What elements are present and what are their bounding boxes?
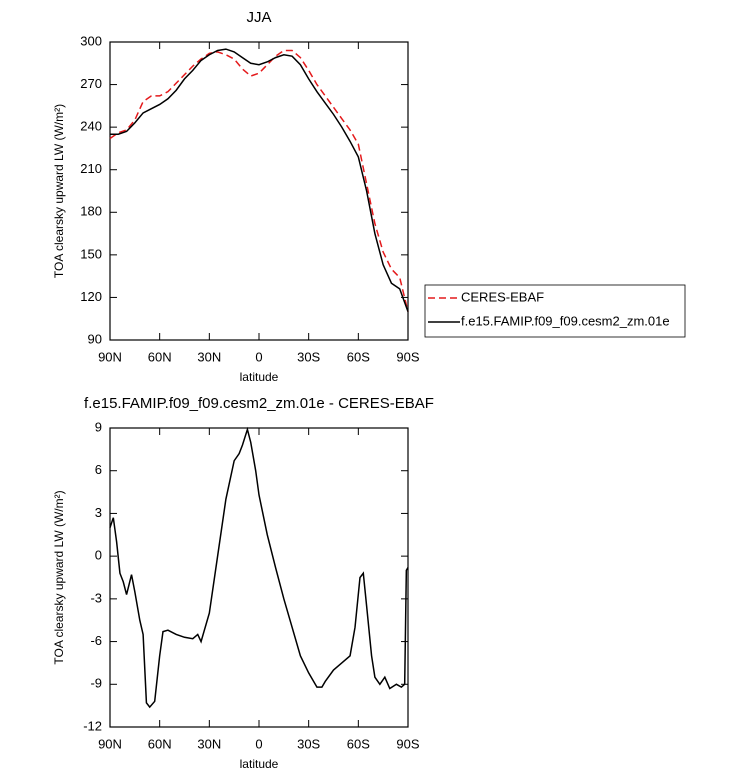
plot-frame — [109, 41, 409, 341]
y-tick-label: 270 — [80, 76, 102, 91]
x-tick-label: 30S — [297, 349, 320, 364]
x-axis-label: latitude — [240, 757, 279, 771]
y-tick-label: 3 — [95, 505, 102, 520]
x-tick-label: 60S — [347, 736, 370, 751]
y-tick-label: 210 — [80, 161, 102, 176]
data-line — [110, 48, 409, 312]
y-tick-label: -9 — [90, 676, 102, 691]
data-line — [109, 49, 409, 312]
y-tick-label: -6 — [90, 633, 102, 648]
x-tick-label: 90N — [98, 736, 122, 751]
x-tick-label: 30N — [197, 736, 221, 751]
x-tick-label: 30S — [297, 736, 320, 751]
x-tick-label: 60N — [148, 736, 172, 751]
x-tick-label: 60S — [347, 349, 370, 364]
y-tick-label: 9 — [95, 419, 102, 434]
x-tick-label: 60N — [148, 349, 172, 364]
x-tick-label: 90S — [396, 736, 419, 751]
y-tick-label: -12 — [83, 718, 102, 733]
x-tick-label: 90N — [98, 349, 122, 364]
y-axis-label: TOA clearsky upward LW (W/m²) — [52, 104, 66, 278]
x-tick-label: 90S — [396, 349, 419, 364]
y-tick-label: 6 — [95, 462, 102, 477]
x-tick-label: 0 — [255, 736, 262, 751]
y-tick-label: 240 — [80, 119, 102, 134]
x-tick-label: 30N — [197, 349, 221, 364]
y-tick-label: 120 — [80, 289, 102, 304]
legend-label: f.e15.FAMIP.f09_f09.cesm2_zm.01e — [461, 313, 670, 328]
y-tick-label: 150 — [80, 246, 102, 261]
y-tick-label: 90 — [88, 331, 102, 346]
legend-box — [424, 284, 686, 338]
y-tick-label: 180 — [80, 204, 102, 219]
chart-title: JJA — [246, 9, 271, 26]
legend-label: CERES-EBAF — [461, 289, 544, 304]
y-tick-label: 300 — [80, 33, 102, 48]
y-axis-label: TOA clearsky upward LW (W/m²) — [52, 490, 66, 664]
chart-title: f.e15.FAMIP.f09_f09.cesm2_zm.01e - CERES… — [84, 395, 434, 412]
x-axis-label: latitude — [240, 370, 279, 384]
y-tick-label: -3 — [90, 590, 102, 605]
data-line — [109, 426, 409, 709]
y-tick-label: 0 — [95, 548, 102, 563]
x-tick-label: 0 — [255, 349, 262, 364]
